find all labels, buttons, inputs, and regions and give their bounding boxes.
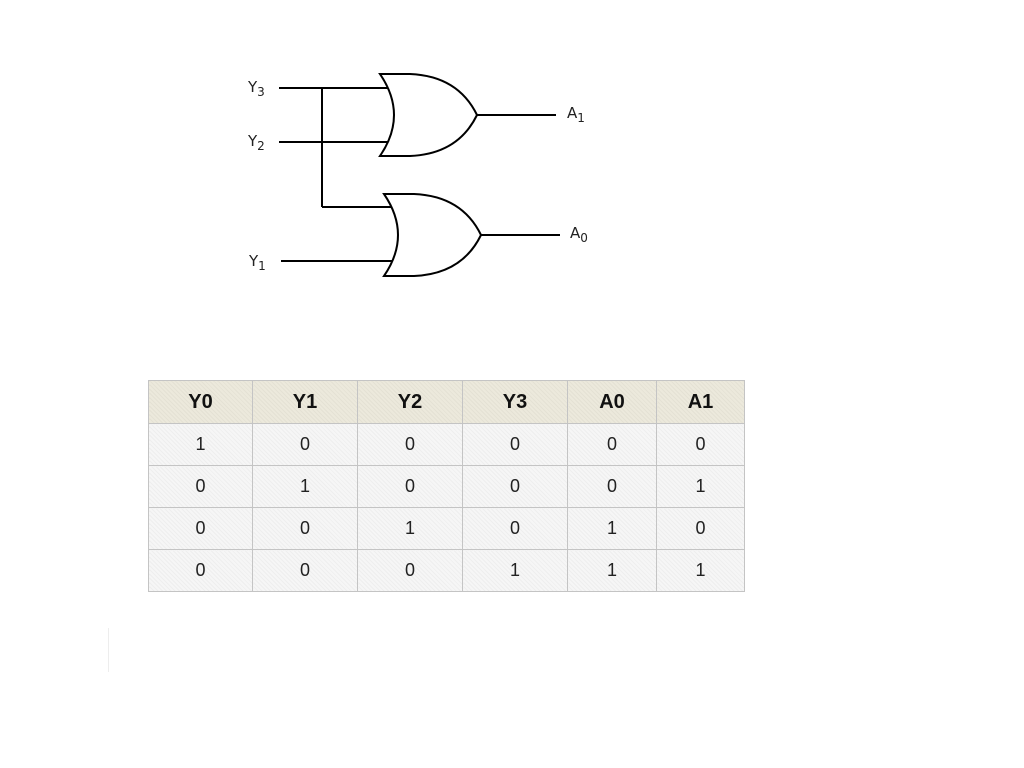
table-cell: 0	[357, 465, 463, 508]
truth-table: Y0 Y1 Y2 Y3 A0 A1 1 0 0 0 0 0 0 1 0 0 0 …	[148, 380, 745, 592]
divider	[108, 628, 109, 672]
table-cell: 0	[148, 549, 253, 592]
table-cell: 0	[252, 423, 358, 466]
or-gate-a0	[382, 193, 483, 277]
column-header-y3: Y3	[462, 380, 568, 424]
column-header-a0: A0	[567, 380, 657, 424]
table-cell: 0	[252, 507, 358, 550]
output-label-a0: A0	[570, 224, 588, 245]
table-cell: 1	[656, 465, 745, 508]
input-label-y1: Y1	[248, 252, 266, 273]
column-header-y1: Y1	[252, 380, 358, 424]
encoder-circuit-diagram: Y3 Y2 Y1 A1 A0	[247, 73, 588, 277]
table-row: 0 1 0 0 0 1	[148, 465, 745, 508]
output-label-a1: A1	[567, 104, 585, 125]
table-cell: 0	[357, 423, 463, 466]
table-cell: 0	[462, 423, 568, 466]
table-cell: 1	[656, 549, 745, 592]
table-cell: 0	[252, 549, 358, 592]
input-label-y3: Y3	[247, 78, 265, 99]
column-header-y0: Y0	[148, 380, 253, 424]
table-cell: 0	[567, 423, 657, 466]
column-header-a1: A1	[656, 380, 745, 424]
table-cell: 0	[462, 507, 568, 550]
table-header-row: Y0 Y1 Y2 Y3 A0 A1	[148, 380, 745, 424]
table-cell: 0	[656, 507, 745, 550]
table-cell: 1	[357, 507, 463, 550]
table-cell: 0	[567, 465, 657, 508]
table-cell: 0	[656, 423, 745, 466]
table-cell: 1	[462, 549, 568, 592]
table-cell: 0	[148, 465, 253, 508]
table-cell: 1	[567, 507, 657, 550]
table-row: 1 0 0 0 0 0	[148, 423, 745, 466]
table-cell: 1	[148, 423, 253, 466]
or-gate-a1	[378, 73, 479, 157]
table-cell: 0	[148, 507, 253, 550]
input-label-y2: Y2	[247, 132, 265, 153]
table-cell: 0	[357, 549, 463, 592]
column-header-y2: Y2	[357, 380, 463, 424]
table-row: 0 0 1 0 1 0	[148, 507, 745, 550]
table-row: 0 0 0 1 1 1	[148, 549, 745, 592]
table-cell: 0	[462, 465, 568, 508]
table-cell: 1	[567, 549, 657, 592]
table-cell: 1	[252, 465, 358, 508]
